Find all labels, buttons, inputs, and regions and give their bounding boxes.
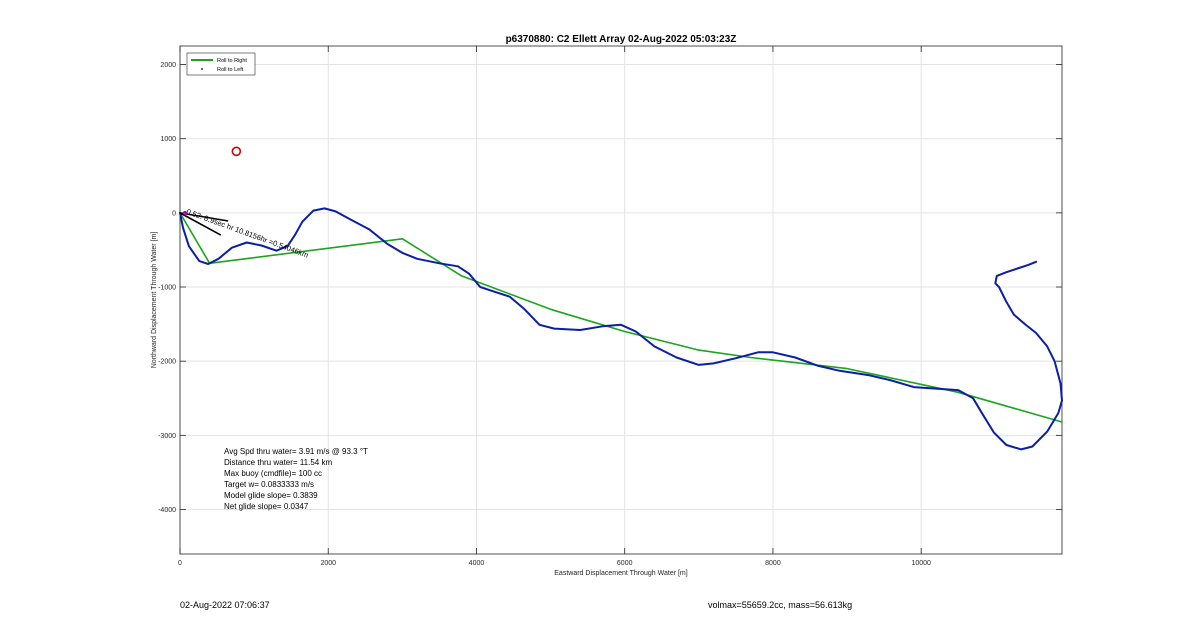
legend-label-roll-right: Roll to Right bbox=[217, 58, 247, 64]
origin-marker bbox=[183, 210, 187, 215]
footer-volmax-mass: volmax=55659.2cc, mass=56.613kg bbox=[708, 600, 853, 610]
legend-box bbox=[186, 52, 256, 76]
y-tick-label: 2000 bbox=[160, 62, 176, 69]
y-tick-label: -3000 bbox=[158, 433, 176, 440]
x-tick-label: 10000 bbox=[911, 560, 931, 567]
legend-label-roll-left: Roll to Left bbox=[217, 67, 244, 73]
axes-box bbox=[179, 45, 1063, 555]
legend-swatch-roll-left bbox=[201, 68, 203, 70]
plot-area bbox=[180, 46, 1062, 554]
chart-title: p6370880: C2 Ellett Array 02-Aug-2022 05… bbox=[506, 34, 737, 45]
stats-line: Max buoy (cmdfile)= 100 cc bbox=[224, 469, 322, 478]
stats-line: Target w= 0.0833333 m/s bbox=[224, 480, 314, 489]
x-tick-label: 2000 bbox=[320, 560, 336, 567]
series-line-trajectory bbox=[179, 207, 1063, 451]
y-tick-label: -2000 bbox=[158, 359, 176, 366]
current-vector-line bbox=[179, 212, 222, 236]
footer-timestamp: 02-Aug-2022 07:06:37 bbox=[180, 600, 270, 610]
y-tick-label: 0 bbox=[172, 210, 176, 217]
x-tick-label: 8000 bbox=[765, 560, 781, 567]
x-axis-label: Eastward Displacement Through Water [m] bbox=[554, 570, 687, 577]
x-tick-label: 4000 bbox=[469, 560, 485, 567]
series-line-roll-to-right bbox=[179, 212, 1063, 423]
stats-line: Avg Spd thru water= 3.91 m/s @ 93.3 °T bbox=[224, 447, 368, 456]
y-tick-label: -1000 bbox=[158, 285, 176, 292]
y-tick-label: -4000 bbox=[158, 507, 176, 514]
x-tick-label: 0 bbox=[178, 560, 182, 567]
stats-line: Model glide slope= 0.3839 bbox=[224, 491, 318, 500]
y-tick-label: 1000 bbox=[160, 136, 176, 143]
y-axis-label: Northward Displacement Through Water [m] bbox=[151, 232, 158, 369]
stats-line: Net glide slope= 0.0347 bbox=[224, 502, 309, 511]
current-vector-line bbox=[179, 212, 229, 222]
target-circle-marker bbox=[231, 146, 242, 157]
stats-line: Distance thru water= 11.54 km bbox=[224, 458, 332, 467]
x-tick-label: 6000 bbox=[617, 560, 633, 567]
